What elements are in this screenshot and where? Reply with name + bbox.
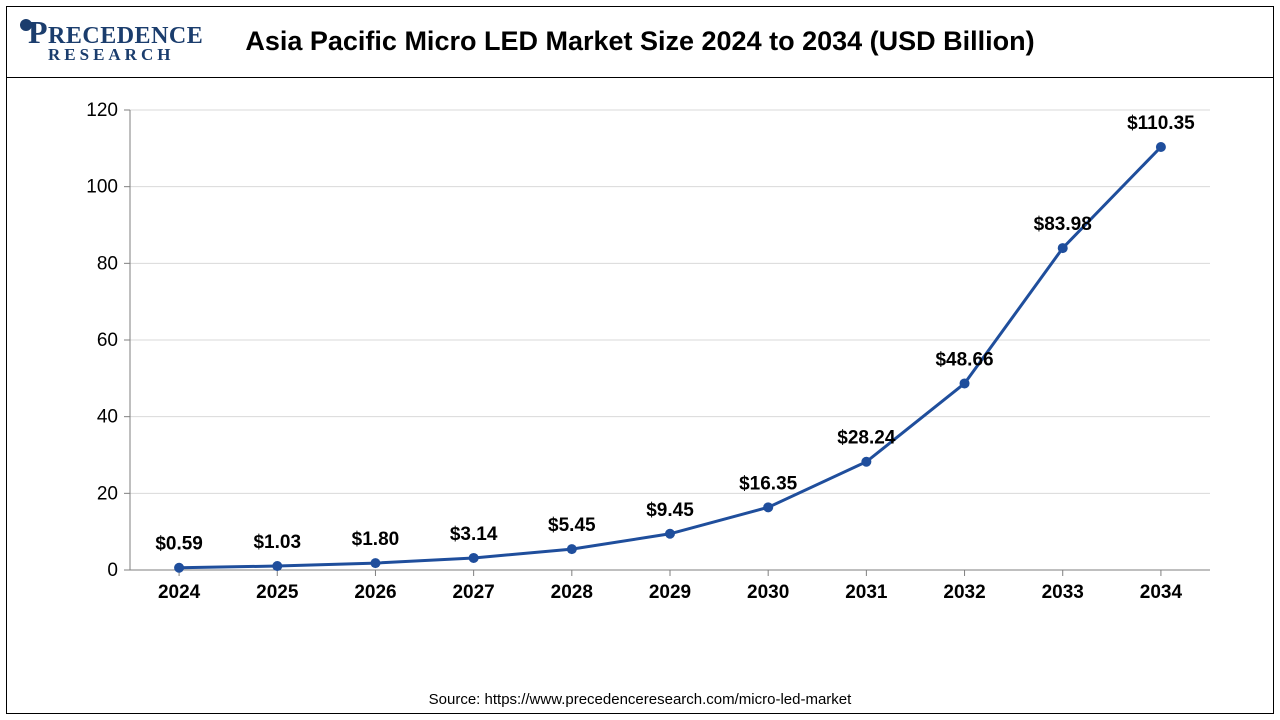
logo: PRECEDENCE RESEARCH <box>20 16 210 63</box>
logo-line1: PRECEDENCE <box>20 16 210 48</box>
svg-text:$110.35: $110.35 <box>1127 113 1195 134</box>
svg-text:$16.35: $16.35 <box>739 473 798 494</box>
svg-text:100: 100 <box>86 177 118 198</box>
svg-text:20: 20 <box>97 483 118 504</box>
svg-text:$48.66: $48.66 <box>935 349 993 370</box>
svg-text:0: 0 <box>107 560 118 581</box>
svg-text:2029: 2029 <box>649 582 691 603</box>
svg-text:2025: 2025 <box>256 582 299 603</box>
svg-text:40: 40 <box>97 407 118 428</box>
svg-text:2026: 2026 <box>354 582 396 603</box>
chart-area: 0 20 40 60 80 100 120 2024 2025 2026 2027 2028 2029 2… <box>60 100 1220 640</box>
logo-dot-icon <box>20 19 32 31</box>
header: PRECEDENCE RESEARCH Asia Pacific Micro L… <box>6 6 1274 78</box>
svg-text:2032: 2032 <box>943 582 985 603</box>
svg-text:$3.14: $3.14 <box>450 524 498 545</box>
source-text: Source: https://www.precedenceresearch.c… <box>0 691 1280 708</box>
svg-text:$9.45: $9.45 <box>646 500 694 521</box>
svg-text:2030: 2030 <box>747 582 789 603</box>
svg-text:2034: 2034 <box>1140 582 1183 603</box>
svg-text:120: 120 <box>86 100 118 121</box>
svg-text:80: 80 <box>97 253 118 274</box>
svg-text:2031: 2031 <box>845 582 888 603</box>
svg-text:2028: 2028 <box>551 582 593 603</box>
svg-text:$0.59: $0.59 <box>155 534 203 555</box>
line-chart-svg: 0 20 40 60 80 100 120 2024 2025 2026 2027 2028 2029 2… <box>60 100 1220 640</box>
svg-text:$83.98: $83.98 <box>1034 214 1092 235</box>
svg-text:60: 60 <box>97 330 118 351</box>
svg-text:2033: 2033 <box>1042 582 1084 603</box>
svg-text:$1.80: $1.80 <box>352 529 400 550</box>
svg-text:$5.45: $5.45 <box>548 515 596 536</box>
svg-text:$1.03: $1.03 <box>253 532 301 553</box>
svg-text:2027: 2027 <box>452 582 494 603</box>
svg-text:2024: 2024 <box>158 582 201 603</box>
svg-text:$28.24: $28.24 <box>837 428 896 449</box>
